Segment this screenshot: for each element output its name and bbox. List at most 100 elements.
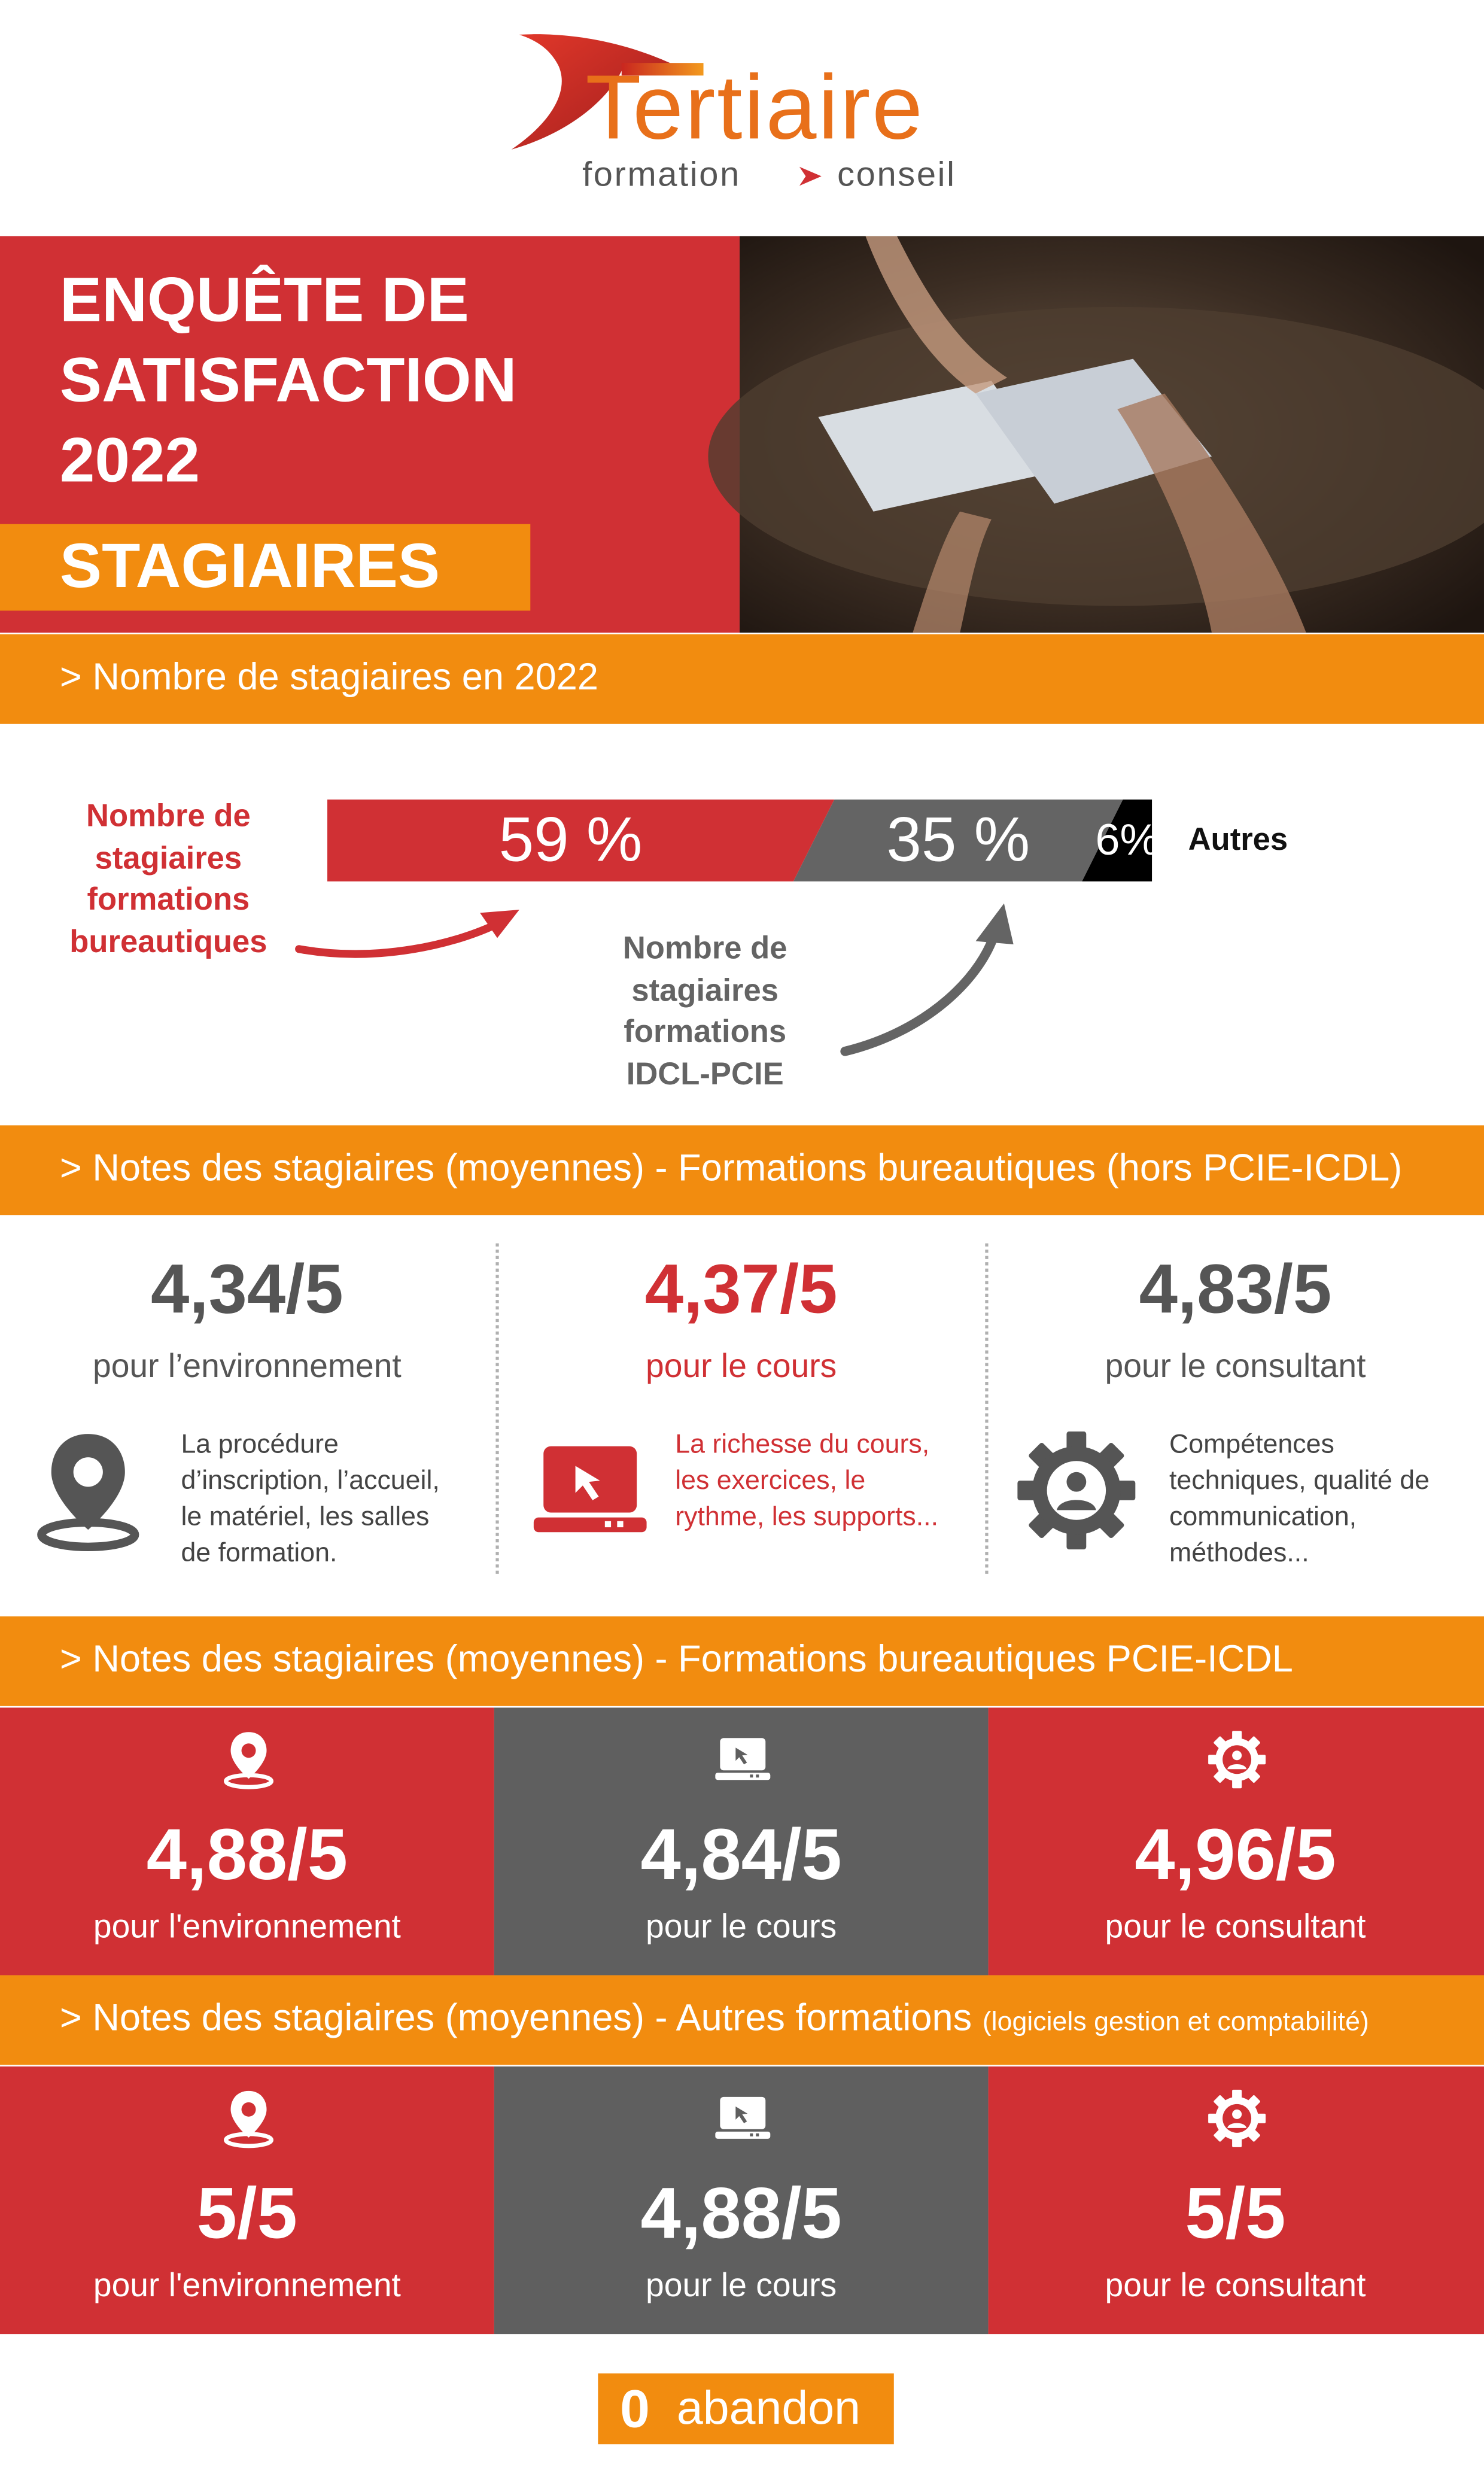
logo-brand: Tertiaire [585, 56, 925, 159]
icon-pin [37, 1434, 139, 1552]
logo-tagline: conseil [837, 154, 956, 194]
score: 4,96/5 [1135, 1813, 1336, 1895]
logo-mark [511, 34, 822, 186]
score-label: pour le cours [646, 2268, 837, 2305]
score-label: pour l'environnement [93, 2268, 401, 2305]
icon-part [1066, 1472, 1087, 1492]
score: 4,84/5 [640, 1813, 842, 1895]
photo-arm [913, 511, 992, 633]
icon-part [533, 1517, 647, 1533]
section-band: > Notes des stagiaires (moyennes) - Form… [0, 1125, 1484, 1215]
icon-part [750, 1774, 753, 1778]
icon-gear [1208, 1731, 1266, 1789]
score: 4,88/5 [146, 1813, 348, 1895]
chart-arrows [295, 903, 1014, 1056]
section-heading: > Notes des stagiaires (moyennes) - Form… [60, 1639, 1293, 1684]
value-label: 35 % [886, 806, 1030, 876]
logo-chevron [799, 166, 822, 186]
icon-laptop [715, 2096, 771, 2139]
description: La richesse du cours, les exercices, le … [675, 1429, 939, 1531]
score: 5/5 [196, 2172, 297, 2254]
category-label: Nombre de stagiaires formations IDCL-PCI… [622, 931, 787, 1092]
section-heading: > Notes des stagiaires (moyennes) - Autr… [60, 1997, 1369, 2043]
section-band: > Notes des stagiaires (moyennes) - Autr… [0, 1975, 1484, 2065]
icon-part [735, 1747, 748, 1765]
score-label: pour le consultant [1105, 1909, 1366, 1946]
icon-part [756, 2133, 759, 2136]
logo-tagline: formation [582, 154, 741, 194]
score: 5/5 [1185, 2172, 1286, 2254]
icon-part [1232, 2109, 1242, 2119]
score-label: pour l'environnement [93, 1909, 401, 1946]
category-label: Autres [1188, 823, 1288, 858]
score-label: pour le cours [646, 1909, 837, 1946]
score: 4,88/5 [640, 2172, 842, 2254]
description: La procédure d’inscription, l’accueil, l… [181, 1429, 440, 1568]
bar-segment [1082, 799, 1152, 882]
icon-part [735, 2106, 748, 2123]
abandon-count: 0 [620, 2379, 650, 2440]
icon-part [1057, 1500, 1096, 1510]
icon-part [241, 2102, 256, 2117]
stacked-bar [327, 799, 1152, 882]
section-note: (logiciels gestion et comptabilité) [982, 2007, 1369, 2037]
score-label: pour le consultant [1105, 1348, 1366, 1385]
score-label: pour le cours [646, 1348, 837, 1385]
section-heading-text: > Nombre de stagiaires en 2022 [59, 656, 598, 699]
arrowhead [480, 910, 519, 938]
separator [495, 1243, 499, 1574]
score: 4,34/5 [151, 1251, 343, 1329]
photo-arm [865, 236, 1008, 394]
icon-part [575, 1466, 600, 1500]
icon-gear [1208, 2089, 1266, 2147]
section-band: > Notes des stagiaires (moyennes) - Form… [0, 1616, 1484, 1706]
section-heading: > Nombre de stagiaires en 2022 [60, 657, 598, 702]
category-label: Nombre de stagiaires formations bureauti… [69, 799, 267, 959]
footer-box: 0 abandon [598, 2373, 894, 2445]
score: 4,83/5 [1139, 1251, 1332, 1329]
icon-pin [224, 1732, 273, 1789]
section-heading-text: > Notes des stagiaires (moyennes) - Form… [59, 1147, 1403, 1190]
icon-part [617, 1521, 624, 1528]
photo-arm [1117, 393, 1306, 633]
icon-part [224, 2132, 273, 2148]
logo-bar [621, 63, 704, 76]
arrow [295, 918, 504, 958]
header-photo [708, 236, 1484, 633]
score: 4,37/5 [644, 1251, 838, 1329]
icon-part [750, 2133, 753, 2136]
icon-gear [1017, 1431, 1136, 1549]
section-heading-text: > Notes des stagiaires (moyennes) - Autr… [59, 1997, 972, 2040]
icon-laptop [715, 1738, 771, 1780]
arrow [840, 923, 1001, 1056]
icon-part [73, 1457, 103, 1487]
description: Compétences techniques, qualité de commu… [1169, 1429, 1430, 1568]
separator [985, 1243, 989, 1574]
icon-part [715, 1773, 771, 1780]
value-label: 6% [1095, 815, 1159, 865]
section-heading-text: > Notes des stagiaires (moyennes) - Form… [59, 1638, 1293, 1681]
header-title: ENQUÊTE DE SATISFACTION 2022 [59, 266, 517, 496]
section-band: > Nombre de stagiaires en 2022 [0, 634, 1484, 724]
subtitle-box [0, 524, 531, 611]
score-label: pour le consultant [1105, 2268, 1366, 2305]
section-heading: > Notes des stagiaires (moyennes) - Form… [60, 1147, 1402, 1193]
score-label: pour l’environnement [92, 1348, 402, 1385]
icon-part [604, 1521, 612, 1528]
value-label: 59 % [498, 806, 643, 876]
bar-segment [793, 799, 1123, 882]
icon-pin [224, 2090, 273, 2148]
icon-part [715, 2131, 771, 2139]
icon-part [1227, 2123, 1247, 2128]
icon-part [37, 1518, 139, 1552]
header-subtitle: STAGIAIRES [59, 531, 440, 601]
bar-segment [327, 799, 835, 882]
icon-part [1227, 1764, 1247, 1770]
abandon-label: abandon [676, 2382, 861, 2435]
icon-part [1232, 1750, 1242, 1761]
icon-part [756, 1774, 759, 1778]
icon-part [241, 1743, 256, 1758]
icon-laptop [533, 1446, 647, 1533]
